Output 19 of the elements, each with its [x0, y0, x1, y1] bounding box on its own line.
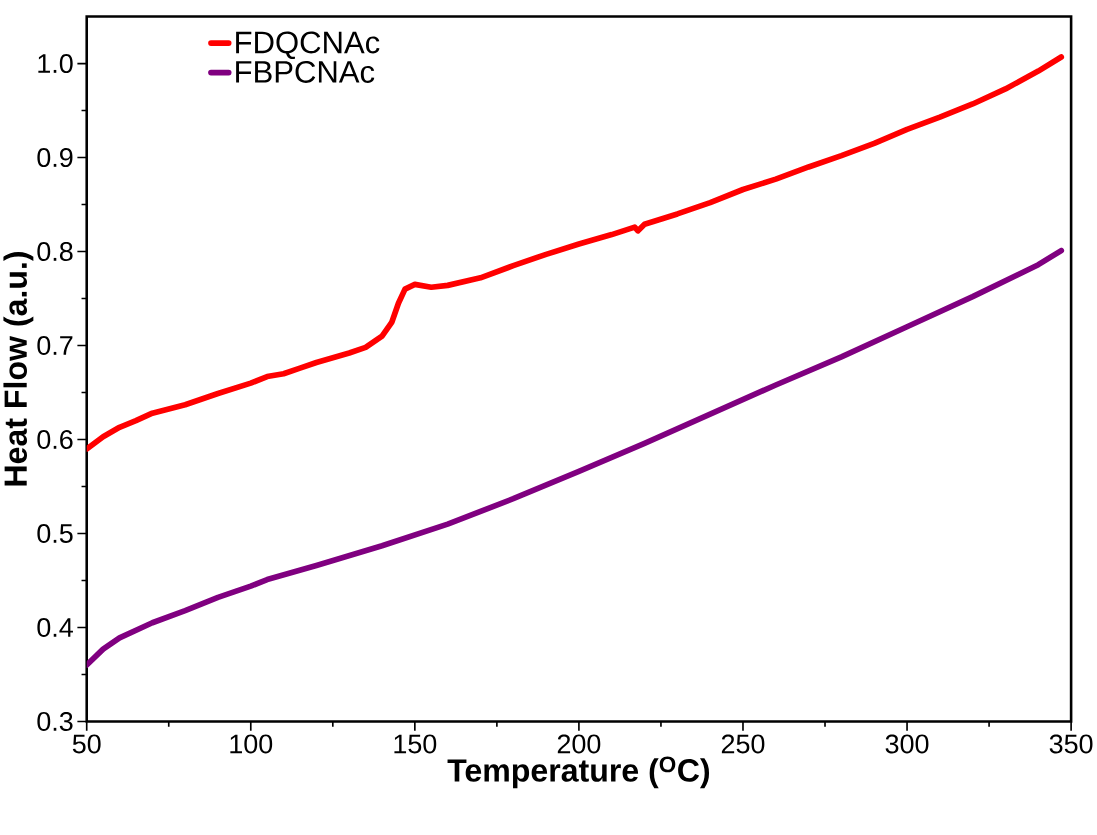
legend-label: FBPCNAc — [236, 60, 375, 83]
y-tick-label: 0.3 — [37, 711, 73, 731]
y-tick-label: 0.4 — [37, 617, 73, 637]
y-axis-title: Heat Flow (a.u.) — [3, 251, 34, 486]
x-tick-label: 300 — [885, 734, 929, 754]
x-tick-label: 50 — [72, 734, 101, 754]
x-tick-label: 100 — [230, 734, 273, 754]
y-tick-label: 0.9 — [37, 147, 73, 167]
y-tick-label: 0.5 — [37, 523, 73, 543]
y-tick-label: 0.6 — [37, 429, 73, 449]
x-tick-label: 200 — [557, 734, 601, 754]
x-tick-label: 150 — [394, 734, 437, 754]
y-tick-label: 0.8 — [37, 241, 73, 261]
x-tick-label: 350 — [1049, 734, 1093, 754]
legend-label: FDQCNAc — [236, 31, 380, 59]
x-axis-title: Temperature ($^{O}$C) — [447, 756, 710, 788]
y-tick-label: 0.7 — [37, 335, 73, 355]
x-tick-label: 250 — [721, 734, 765, 754]
y-tick-label: 1.0 — [38, 53, 73, 73]
